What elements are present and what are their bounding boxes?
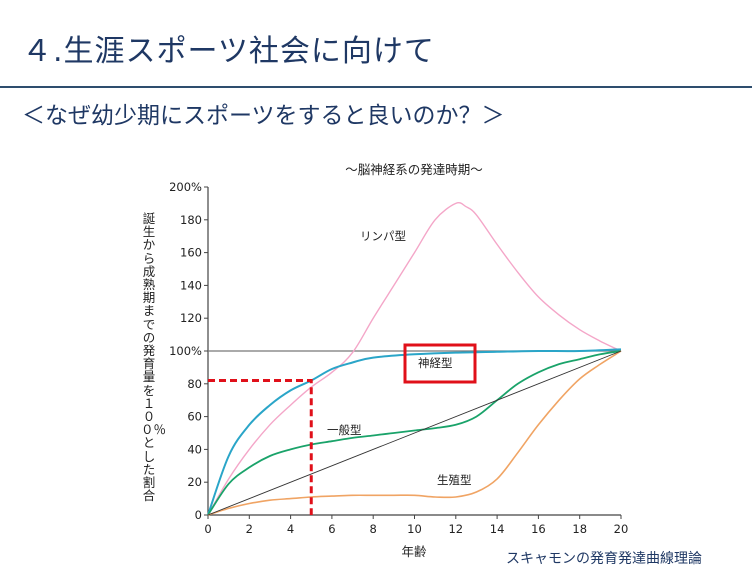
x-tick-label: 20 [614,522,629,536]
x-tick-label: 4 [287,522,294,536]
y-tick-label: 200% [169,180,202,194]
y-tick-label: 160 [180,246,202,260]
y-tick-label: 140 [180,278,202,292]
x-tick-label: 14 [490,522,505,536]
y-tick-label: 40 [187,442,202,456]
title-divider [0,86,752,88]
chart-title: ～脳神経系の発達時期～ [345,162,483,177]
x-tick-label: 0 [204,522,211,536]
slide-subtitle: ＜なぜ幼少期にスポーツをすると良いのか？＞ [22,103,505,129]
reproductive-series-label: 生殖型 [437,473,472,487]
source-caption: スキャモンの発育発達曲線理論 [506,551,702,567]
y-axis-label: 誕生から成熟期までの発育量を１００％とした割合 [141,211,167,504]
general-series-label: 一般型 [327,423,362,437]
y-tick-label: 80 [187,377,202,391]
lymph-series-line [207,202,622,516]
reference-diagonal-line [207,350,622,516]
lymph-series-label: リンパ型 [360,229,406,243]
neural-series-line [207,348,622,516]
y-tick-label: 120 [180,311,202,325]
y-tick-label: 60 [187,410,202,424]
reproductive-series-line [207,350,622,516]
x-tick-label: 6 [328,522,335,536]
x-tick-label: 16 [531,522,546,536]
y-tick-label: 20 [187,475,202,489]
y-tick-label: 0 [195,508,202,522]
age-5-dashed-marker [208,379,313,515]
neural-highlight-box [403,343,477,384]
x-tick-label: 8 [370,522,377,536]
x-tick-label: 18 [572,522,587,536]
x-tick-label: 12 [448,522,463,536]
y-tick-label: 180 [180,213,202,227]
slide-title: ４.生涯スポーツ社会に向けて [22,34,435,69]
neural-series-label: 神経型 [418,356,453,370]
plot-area: 0 20 40 60 80 100% 120 140 160 180 200% 0 2 4 6 8 10 12 14… [169,180,628,536]
x-tick-label: 10 [407,522,422,536]
x-tick-label: 2 [246,522,253,536]
general-series-line [207,350,622,516]
y-tick-label: 100% [169,344,202,358]
x-axis-label: 年齢 [401,544,427,559]
